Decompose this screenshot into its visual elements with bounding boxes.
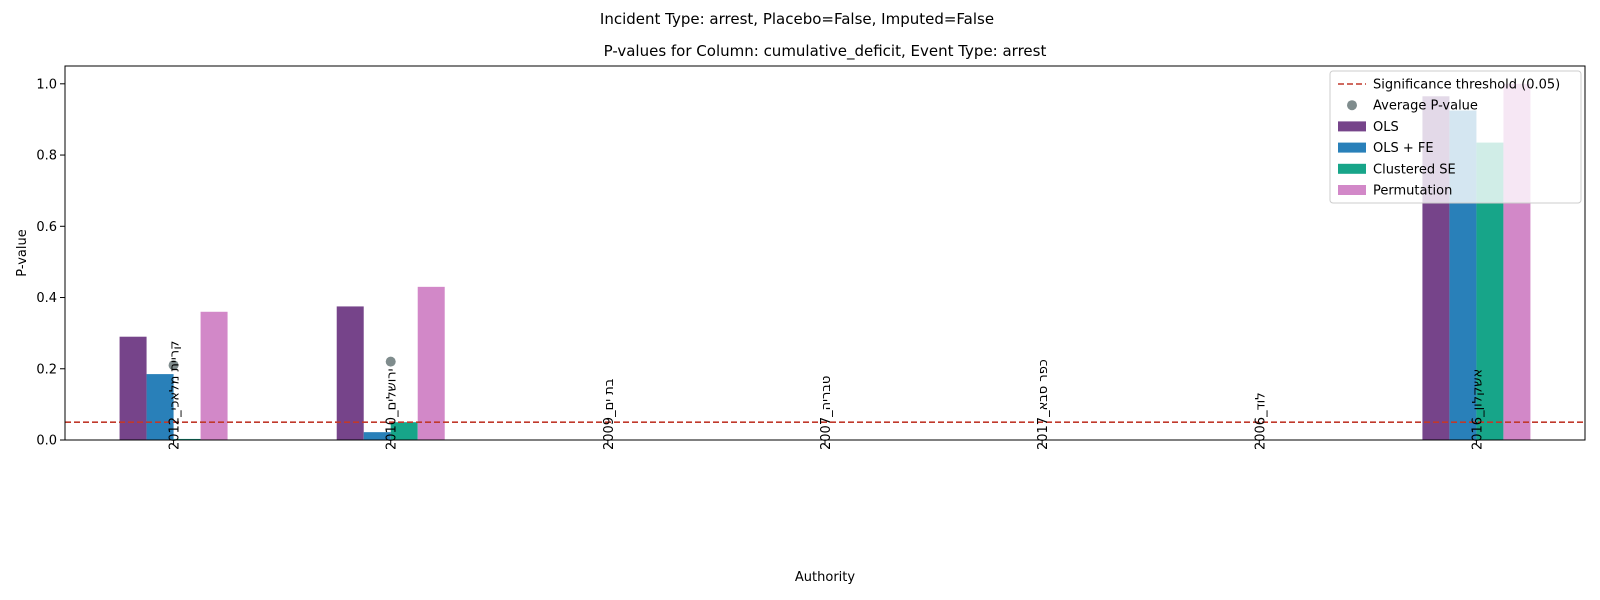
y-tick-label: 1.0 <box>36 77 57 92</box>
bar-clustered-se-1 <box>390 422 418 440</box>
legend-color-swatch <box>1338 185 1366 195</box>
y-axis-ticks: 0.0 0.2 0.4 0.6 0.8 1.0 <box>36 77 65 449</box>
x-axis-ticks: קריית מלאכי_2012 ירושלים_2010 בת ים_2009 טב… <box>168 341 1486 450</box>
legend-box <box>1329 70 1582 204</box>
legend-item-ols: OLS <box>1338 120 1399 135</box>
bar-ols-1 <box>336 306 364 440</box>
average-pvalue-marker-0 <box>168 360 179 371</box>
legend-item-clustered-se: Clustered SE <box>1338 162 1456 177</box>
bar-clustered-se-0 <box>173 438 201 440</box>
y-tick-label: 0.8 <box>36 149 57 164</box>
legend-label: OLS <box>1373 120 1399 135</box>
legend-color-swatch <box>1338 142 1366 153</box>
x-tick-label: אשקלון_2016 <box>1470 369 1485 450</box>
legend-label: OLS + FE <box>1373 141 1434 156</box>
legend-item-threshold: Significance threshold (0.05) <box>1338 78 1560 93</box>
bar-ols-fe-0 <box>146 374 174 440</box>
y-axis-label: P-value <box>15 229 30 276</box>
x-tick-label: טבריה_2007 <box>819 376 834 450</box>
legend-label: Significance threshold (0.05) <box>1373 78 1560 93</box>
x-tick-label: לוד_2006 <box>1253 392 1268 450</box>
legend-color-swatch <box>1338 121 1366 132</box>
bar-permutation-1 <box>417 286 445 440</box>
legend: Significance threshold (0.05) Average P-v… <box>1329 70 1582 204</box>
average-pvalue-marker-1 <box>385 356 396 367</box>
y-tick-label: 0.6 <box>36 220 57 235</box>
y-tick-label: 0.4 <box>36 291 57 306</box>
legend-label: Permutation <box>1373 184 1452 199</box>
legend-label: Clustered SE <box>1373 162 1456 177</box>
y-tick-label: 0.0 <box>36 434 57 449</box>
x-tick-label: כפר סבא_2017 <box>1036 359 1051 450</box>
legend-label: Average P-value <box>1373 99 1478 114</box>
legend-dot-swatch <box>1347 100 1357 111</box>
figure-suptitle: Incident Type: arrest, Placebo=False, Im… <box>600 10 994 28</box>
x-tick-label: קריית מלאכי_2012 <box>168 341 183 450</box>
average-markers-group <box>168 356 396 371</box>
legend-item-permutation: Permutation <box>1338 184 1452 199</box>
bar-ols-fe-1 <box>363 432 391 440</box>
x-tick-label: בת ים_2009 <box>602 379 617 450</box>
chart-title: P-values for Column: cumulative_deficit,… <box>604 42 1047 61</box>
legend-color-swatch <box>1338 163 1366 174</box>
y-tick-label: 0.2 <box>36 362 57 377</box>
bar-permutation-0 <box>200 311 228 440</box>
bar-ols-0 <box>119 336 147 440</box>
legend-item-ols-fe: OLS + FE <box>1338 141 1434 156</box>
x-tick-label: ירושלים_2010 <box>385 368 400 450</box>
x-axis-label: Authority <box>795 570 855 585</box>
legend-item-average-pvalue: Average P-value <box>1347 99 1478 114</box>
